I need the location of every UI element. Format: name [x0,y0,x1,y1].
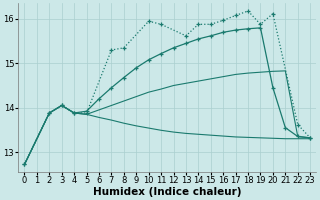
X-axis label: Humidex (Indice chaleur): Humidex (Indice chaleur) [93,187,242,197]
